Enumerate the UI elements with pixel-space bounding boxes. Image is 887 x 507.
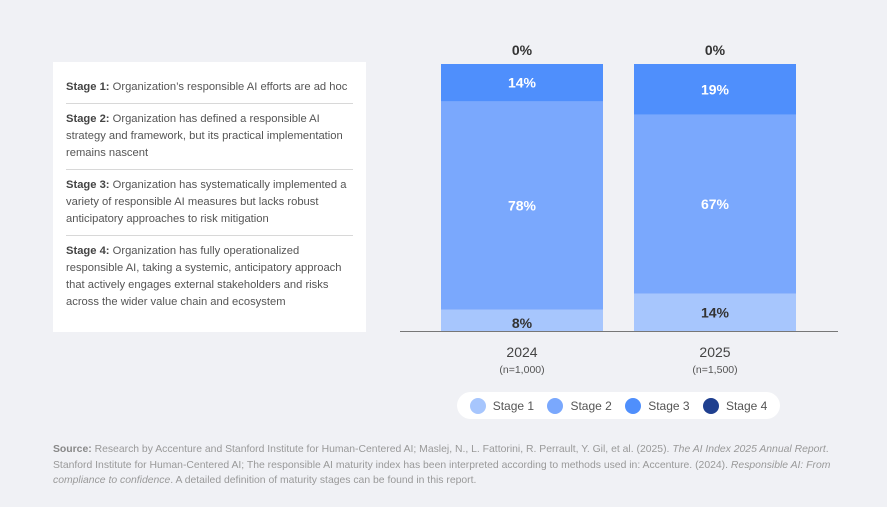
bar-segment-stage-2 xyxy=(441,101,603,310)
data-label: 78% xyxy=(508,198,537,214)
legend-swatch xyxy=(547,397,564,414)
data-label: 14% xyxy=(508,75,537,91)
x-tick-sublabel: (n=1,000) xyxy=(499,364,544,376)
legend-item-stage-2: Stage 2 xyxy=(547,397,612,414)
stage-3-definition: Stage 3: Organization has systematically… xyxy=(66,170,353,236)
source-note: Source: Research by Accenture and Stanfo… xyxy=(53,444,831,486)
x-tick-label: 2024 xyxy=(506,344,537,360)
bar-segment-stage-2 xyxy=(634,114,796,294)
stacked-bar-chart: 8% 78% 14% 0% 2024 (n=1,000) 14% 67% 19% 0% 2025 (n… xyxy=(400,42,838,376)
data-label: 0% xyxy=(705,42,726,58)
legend-swatch xyxy=(469,397,486,414)
legend-item-stage-3: Stage 3 xyxy=(625,397,690,414)
data-label: 19% xyxy=(701,81,730,97)
legend: Stage 1 Stage 2 Stage 3 Stage 4 xyxy=(457,392,780,419)
stage-1-definition: Stage 1: Organization’s responsible AI e… xyxy=(66,72,353,104)
stage-2-definition: Stage 2: Organization has defined a resp… xyxy=(66,104,353,170)
data-label: 67% xyxy=(701,196,730,212)
x-tick-label: 2025 xyxy=(699,344,730,360)
bar-segment-stage-3 xyxy=(634,64,796,115)
data-label: 14% xyxy=(701,304,730,320)
data-label: 0% xyxy=(512,42,533,58)
legend-item-stage-1: Stage 1 xyxy=(469,397,534,414)
bar-segment-stage-1 xyxy=(634,293,796,331)
bar-segment-stage-1 xyxy=(441,309,603,331)
legend-swatch xyxy=(702,397,719,414)
x-tick-sublabel: (n=1,500) xyxy=(692,364,737,376)
bar-segment-stage-3 xyxy=(441,64,603,102)
stage-4-definition: Stage 4: Organization has fully operatio… xyxy=(66,245,342,308)
data-label: 8% xyxy=(512,315,533,331)
stage-definitions-panel: Stage 1: Organization’s responsible AI e… xyxy=(53,62,366,332)
legend-item-stage-4: Stage 4 xyxy=(702,397,767,414)
legend-swatch xyxy=(625,397,642,414)
